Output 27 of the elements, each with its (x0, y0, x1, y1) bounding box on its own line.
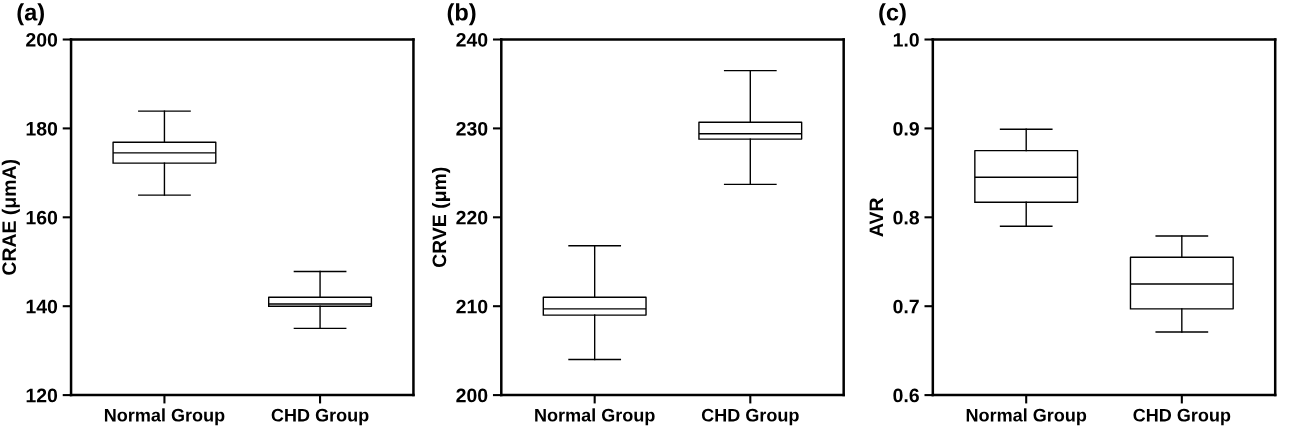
y-tick-label: 140 (26, 299, 58, 314)
y-tick-label: 200 (456, 388, 488, 403)
chart-title: (c) (879, 3, 906, 26)
x-tick-label: CHD Group (271, 408, 369, 426)
y-tick-label: 230 (456, 121, 488, 136)
y-tick-label: 0.8 (893, 210, 920, 225)
y-tick-label: 200 (26, 32, 58, 47)
y-tick-label: 180 (26, 121, 58, 136)
y-tick-label: 220 (456, 210, 488, 225)
y-tick-label: 120 (26, 388, 58, 403)
y-tick-label: 0.7 (893, 299, 919, 314)
y-tick-label: 160 (26, 210, 58, 225)
x-tick-label: CHD Group (701, 408, 799, 426)
y-tick-label: 1.0 (893, 32, 919, 47)
chart-title: (b) (447, 3, 476, 26)
y-tick-label: 240 (456, 32, 488, 47)
y-axis-title: CRAE (μmA) (1, 159, 20, 275)
x-tick-label: Normal Group (966, 408, 1087, 426)
y-tick-label: 210 (456, 299, 488, 314)
x-tick-label: Normal Group (535, 408, 655, 426)
y-axis-title: AVR (869, 197, 884, 237)
y-axis-title: CRVE (μm) (431, 167, 451, 268)
x-tick-label: CHD Group (1133, 408, 1231, 426)
y-tick-label: 0.9 (893, 121, 919, 136)
chart-title: (a) (17, 3, 44, 26)
y-tick-label: 0.6 (893, 388, 919, 403)
x-tick-label: Normal Group (104, 408, 225, 426)
